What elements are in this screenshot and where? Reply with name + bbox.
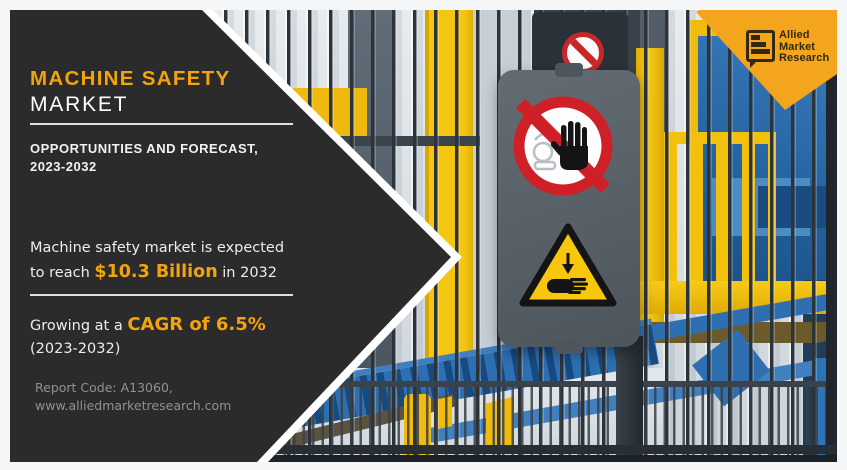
cagr-value: CAGR of 6.5% <box>127 314 266 335</box>
report-footer: Report Code: A13060, www.alliedmarketres… <box>35 379 231 415</box>
logo-word: Research <box>779 52 830 64</box>
machine-safety-banner: Allied Market Research MACHINE SAFETY MA… <box>10 10 837 462</box>
no-touch-prohibition-icon <box>513 96 613 196</box>
fence-rail <box>182 455 837 462</box>
logo-word: Allied <box>779 29 810 41</box>
cagr-period: (2023-2032) <box>30 341 121 357</box>
page-title-secondary: MARKET <box>30 93 129 116</box>
fence-post <box>616 336 643 462</box>
logo-word: Market <box>779 40 816 53</box>
website-url: www.alliedmarketresearch.com <box>35 398 232 413</box>
text-panel: MACHINE SAFETY MARKET OPPORTUNITIES AND … <box>10 10 451 462</box>
hand-crush-warning-icon <box>519 223 617 307</box>
warning-sign-panel <box>498 63 640 354</box>
cagr-statement: Growing at a CAGR of 6.5% (2023-2032) <box>30 313 266 361</box>
market-value: $10.3 Billion <box>94 262 218 282</box>
divider <box>30 294 293 296</box>
page-title: MACHINE SAFETY <box>30 67 231 90</box>
report-code: Report Code: A13060, <box>35 380 173 395</box>
fence-post <box>826 10 837 462</box>
logo-wordmark: Allied Market Research <box>779 29 830 65</box>
fence-rail <box>182 445 837 454</box>
divider <box>30 123 293 125</box>
machine-photo <box>10 10 837 462</box>
forecast-subtitle: OPPORTUNITIES AND FORECAST, 2023-2032 <box>30 141 259 174</box>
speech-bubble-logo-icon <box>746 30 775 68</box>
market-value-statement: Machine safety market is expected to rea… <box>30 240 285 282</box>
